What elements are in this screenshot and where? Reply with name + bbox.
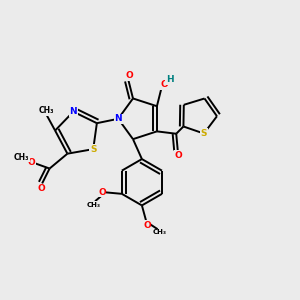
Text: O: O bbox=[98, 188, 106, 197]
Text: H: H bbox=[166, 75, 173, 84]
Text: CH₃: CH₃ bbox=[152, 229, 166, 235]
Text: N: N bbox=[114, 114, 122, 123]
Text: S: S bbox=[201, 129, 207, 138]
Text: CH₃: CH₃ bbox=[87, 202, 100, 208]
Text: O: O bbox=[160, 80, 168, 89]
Text: S: S bbox=[90, 145, 97, 154]
Text: CH₃: CH₃ bbox=[14, 153, 29, 162]
Text: CH₃: CH₃ bbox=[38, 106, 54, 115]
Text: O: O bbox=[28, 158, 36, 167]
Text: O: O bbox=[38, 184, 45, 193]
Text: N: N bbox=[70, 107, 77, 116]
Text: O: O bbox=[143, 221, 151, 230]
Text: O: O bbox=[174, 151, 182, 160]
Text: O: O bbox=[125, 71, 133, 80]
